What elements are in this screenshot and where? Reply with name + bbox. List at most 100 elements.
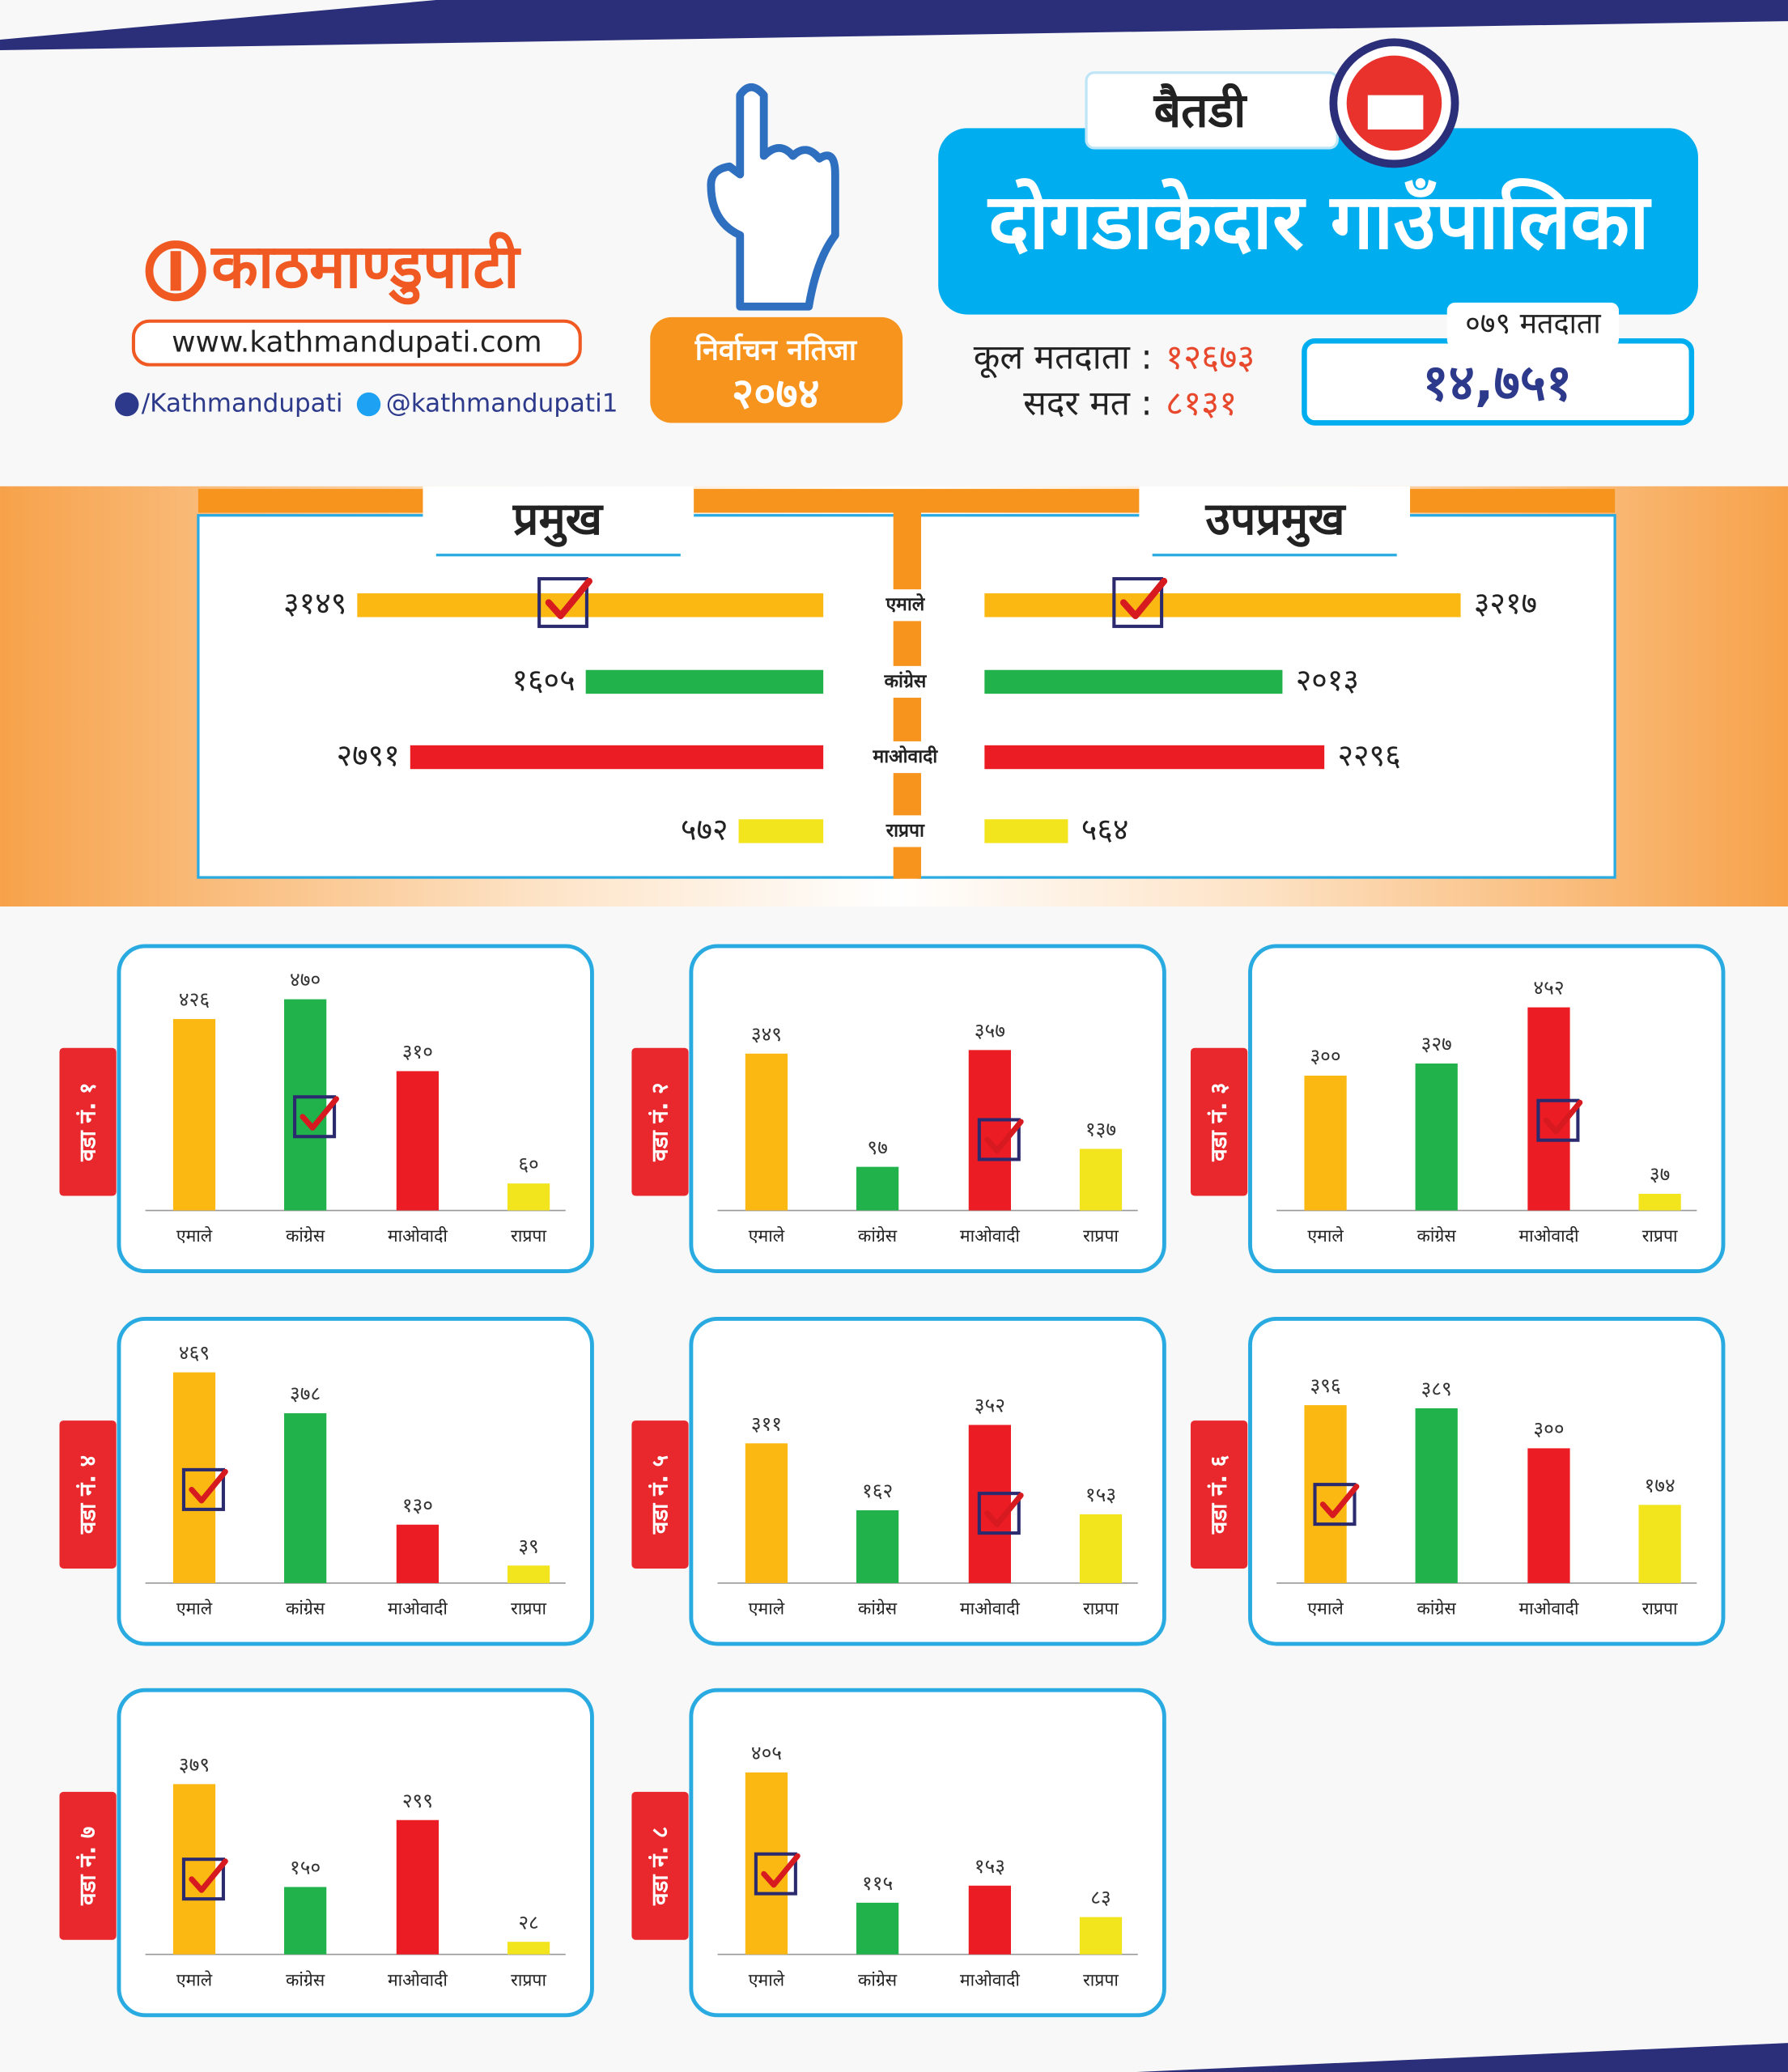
checkmark-box <box>181 1858 225 1901</box>
value-label: ४६९ <box>179 1341 210 1365</box>
bar <box>410 745 824 770</box>
bar <box>1079 1149 1123 1211</box>
badge-year: २०७४ <box>732 370 820 418</box>
category-label: राप्रपा <box>1642 1599 1678 1620</box>
panel <box>917 514 1616 879</box>
category-label: कांग्रेस <box>883 670 927 692</box>
category-label: राप्रपा <box>886 820 925 841</box>
checkmark <box>545 577 592 620</box>
ward-tab <box>59 1420 117 1569</box>
website-box <box>131 319 582 367</box>
category-label: एमाले <box>886 593 926 615</box>
value-label: ४०५ <box>751 1741 782 1764</box>
category-label: कांग्रेस <box>286 1225 325 1246</box>
ward-title: वडा नं. १ <box>74 1083 100 1162</box>
twitter-icon <box>356 392 381 417</box>
value-label: ३२७ <box>1421 1032 1452 1055</box>
value-label: २८ <box>518 1910 538 1934</box>
ward-tab <box>59 1791 117 1940</box>
checkmark <box>299 1096 339 1131</box>
bar <box>1638 1193 1681 1211</box>
category-box <box>859 589 952 622</box>
value-label: १३७ <box>1085 1118 1116 1141</box>
ward-title: वडा नं. ५ <box>646 1455 673 1535</box>
stat-value: १२६७३ <box>1166 338 1255 378</box>
checkmark <box>761 1853 801 1888</box>
website[interactable]: www.kathmandupati.com <box>172 325 541 359</box>
value-label: ५७२ <box>681 811 728 847</box>
value-label: ३५२ <box>975 1394 1005 1417</box>
checkmark <box>1119 577 1168 620</box>
checkmark-box <box>977 1492 1021 1535</box>
value-label: ८३ <box>1090 1886 1111 1909</box>
value-label: २९९ <box>402 1789 433 1812</box>
ward-panel <box>1248 1316 1726 1646</box>
category-label: कांग्रेस <box>858 1969 898 1990</box>
category-label: माओवादी <box>1519 1599 1579 1620</box>
bar <box>396 1071 440 1211</box>
ward-tab <box>631 1420 689 1569</box>
bar <box>1079 1917 1123 1955</box>
category-label: राप्रपा <box>1083 1599 1119 1620</box>
checkmark-box <box>293 1095 337 1139</box>
checkmark-box <box>1313 1483 1357 1526</box>
category-label: माओवादी <box>960 1599 1020 1620</box>
category-label: माओवादी <box>388 1599 448 1620</box>
bar <box>396 1819 440 1955</box>
category-label: राप्रपा <box>511 1599 546 1620</box>
bar <box>1527 1448 1570 1583</box>
category-label: राप्रपा <box>511 1226 546 1246</box>
municipality: दोगडाकेदार गाउँपालिका <box>987 178 1652 267</box>
bar <box>745 1443 788 1583</box>
category-label: एमाले <box>1307 1599 1344 1620</box>
bar <box>357 593 824 618</box>
voters-tab <box>1446 302 1620 348</box>
value-label: ३७८ <box>290 1382 321 1405</box>
category-label: कांग्रेस <box>1417 1599 1457 1620</box>
stat-value: ८१३१ <box>1166 384 1237 424</box>
ward-panel <box>117 944 594 1274</box>
value-label: १६२ <box>862 1479 893 1502</box>
ward-tab <box>631 1791 689 1940</box>
badge <box>650 316 903 423</box>
value-label: ४५२ <box>1533 976 1564 1000</box>
category-label: एमाले <box>176 1969 213 1990</box>
value-label: २०१३ <box>1296 662 1359 698</box>
checkmark <box>984 1492 1024 1527</box>
category-label: माओवादी <box>388 1225 448 1246</box>
value-label: १५३ <box>975 1854 1005 1878</box>
bar <box>984 745 1325 770</box>
category-box <box>859 815 952 847</box>
category-label: राप्रपा <box>511 1970 546 1990</box>
series-title: प्रमुख <box>512 493 605 547</box>
value-label: ३५७ <box>975 1018 1005 1042</box>
bar <box>984 669 1283 694</box>
value-label: ३८९ <box>1421 1377 1452 1400</box>
checkmark <box>1543 1099 1583 1135</box>
stat-label: कूल मतदाता : <box>974 338 1153 379</box>
ward-tab <box>1191 1420 1248 1569</box>
logo-icon <box>170 251 181 291</box>
facebook[interactable]: /Kathmandupati <box>142 389 343 418</box>
checkmark <box>189 1858 228 1893</box>
value-label: ३७९ <box>179 1752 210 1776</box>
category-label: एमाले <box>749 1599 785 1620</box>
bar <box>1304 1075 1347 1211</box>
ward-panel <box>117 1688 594 2018</box>
checkmark-box <box>977 1118 1021 1161</box>
bar <box>507 1183 550 1211</box>
bar <box>507 1942 550 1955</box>
value-label: ३९ <box>518 1534 538 1557</box>
bar <box>284 1413 327 1583</box>
category-label: एमाले <box>176 1225 213 1246</box>
bar <box>856 1166 899 1211</box>
ward-panel <box>117 1316 594 1646</box>
twitter[interactable]: @kathmandupati1 <box>386 389 618 418</box>
checkmark-box <box>537 577 588 628</box>
ward-tab <box>631 1047 689 1196</box>
bar <box>284 999 327 1211</box>
value-label: १६०५ <box>512 662 575 698</box>
value-label: २७९१ <box>337 737 400 773</box>
value-label: ५६४ <box>1081 811 1129 847</box>
category-label: माओवादी <box>960 1969 1020 1990</box>
